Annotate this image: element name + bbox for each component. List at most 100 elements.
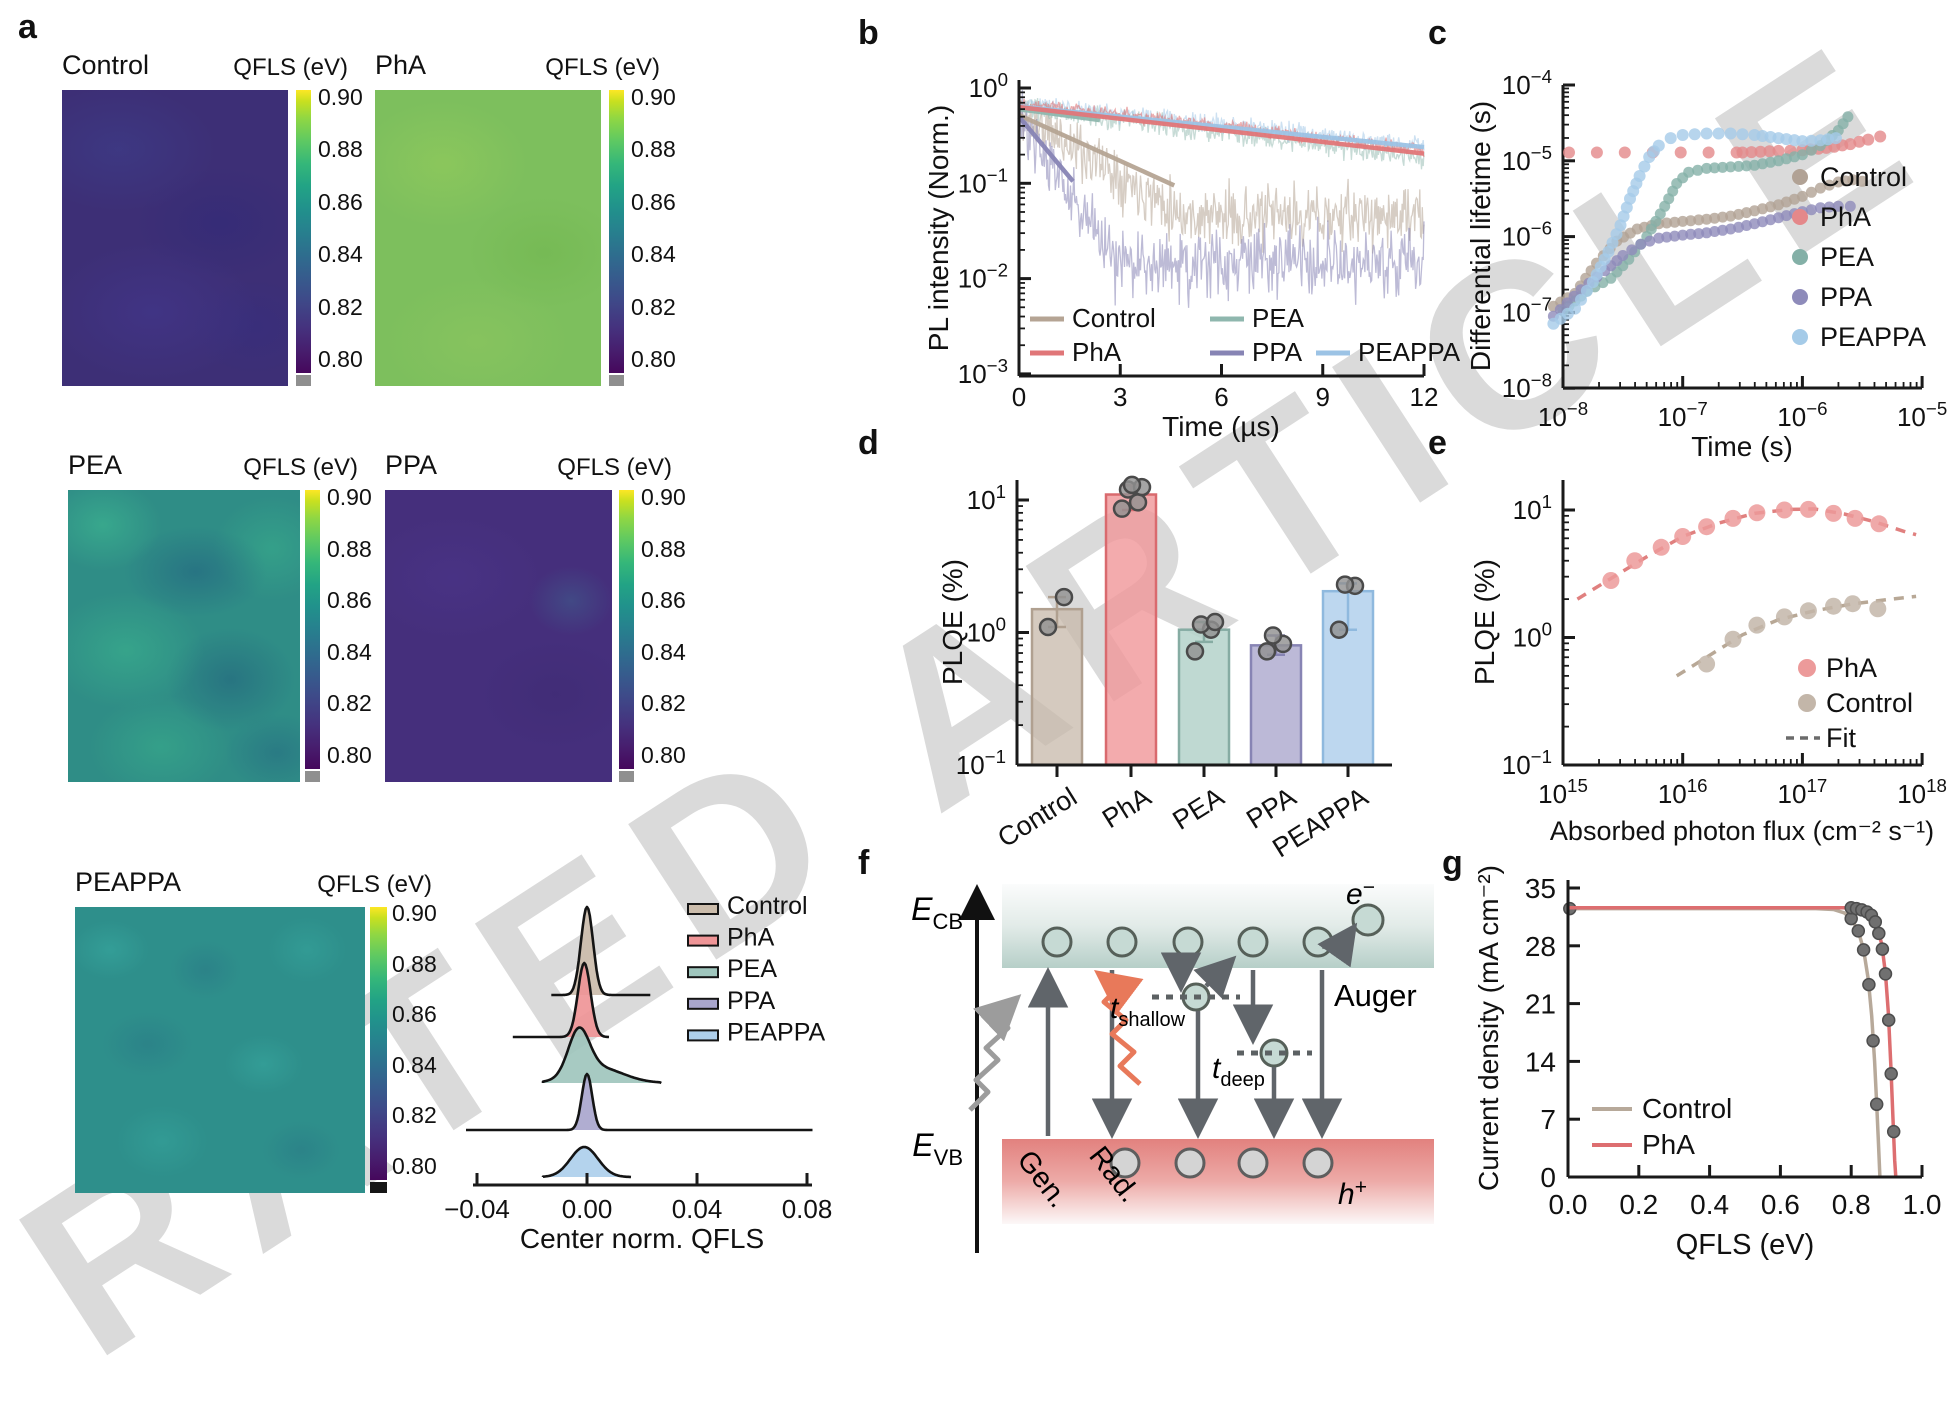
svg-text:0: 0 bbox=[1012, 382, 1026, 412]
svg-text:21: 21 bbox=[1525, 989, 1556, 1020]
svg-text:PEA: PEA bbox=[1252, 303, 1305, 333]
svg-text:1.0: 1.0 bbox=[1903, 1189, 1942, 1220]
svg-text:0.04: 0.04 bbox=[672, 1194, 723, 1224]
transition-arrows bbox=[1027, 922, 1358, 1139]
svg-text:PPA: PPA bbox=[1820, 282, 1872, 312]
colorbar-tick: 0.86 bbox=[318, 188, 363, 215]
svg-text:Control: Control bbox=[1642, 1093, 1732, 1124]
plqe-flux-plot: 1015 1016 1017 1018 101 100 10−1 Absorbed photo… bbox=[1469, 480, 1947, 846]
panel-label-e: e bbox=[1428, 424, 1447, 462]
colorbar-title: QFLS (eV) bbox=[233, 54, 348, 81]
colorbar-tick: 0.86 bbox=[641, 587, 686, 614]
svg-text:1018: 1018 bbox=[1897, 775, 1947, 809]
svg-text:101: 101 bbox=[1513, 491, 1552, 525]
svg-text:12: 12 bbox=[1410, 382, 1439, 412]
hole-label: h+ bbox=[1338, 1176, 1367, 1211]
svg-text:9: 9 bbox=[1316, 382, 1330, 412]
colorbar-tick: 0.82 bbox=[641, 690, 686, 717]
svg-text:PhA: PhA bbox=[1097, 782, 1156, 834]
svg-text:PEAPPA: PEAPPA bbox=[1820, 322, 1926, 352]
colorbar-tick: 0.82 bbox=[318, 293, 363, 320]
svg-text:Fit: Fit bbox=[1826, 723, 1856, 753]
svg-text:10−1: 10−1 bbox=[956, 746, 1006, 780]
svg-text:10−6: 10−6 bbox=[1777, 398, 1827, 432]
colorbar: 0.90 0.88 0.86 0.84 0.82 0.80 bbox=[305, 484, 372, 782]
colorbar-tick: 0.84 bbox=[327, 638, 372, 665]
svg-text:1016: 1016 bbox=[1658, 775, 1708, 809]
svg-text:101: 101 bbox=[967, 481, 1006, 515]
evb-label: EVB bbox=[912, 1127, 963, 1170]
qfls-map-control bbox=[62, 90, 288, 386]
map-title-control: Control bbox=[62, 50, 150, 80]
svg-text:PEAPPA: PEAPPA bbox=[1358, 337, 1461, 367]
t-shallow-label: tshallow bbox=[1110, 992, 1186, 1031]
svg-text:Differential lifetime (s): Differential lifetime (s) bbox=[1465, 101, 1496, 371]
svg-text:Control: Control bbox=[1826, 688, 1913, 718]
colorbar-tick: 0.80 bbox=[631, 346, 676, 372]
colorbar-tick: 0.80 bbox=[392, 1152, 437, 1179]
svg-text:Time (µs): Time (µs) bbox=[1162, 411, 1280, 442]
emitted-photon-icon bbox=[1094, 970, 1144, 1086]
svg-text:35: 35 bbox=[1525, 873, 1556, 904]
svg-text:6: 6 bbox=[1214, 382, 1228, 412]
svg-text:3: 3 bbox=[1113, 382, 1127, 412]
svg-text:Control: Control bbox=[992, 782, 1082, 854]
svg-text:PhA: PhA bbox=[1826, 653, 1877, 683]
pl-decay-plot: 0 3 6 9 12 100 10−1 10−2 10−3 Time (µs) PL intensi… bbox=[923, 69, 1461, 442]
svg-text:Control: Control bbox=[1072, 303, 1156, 333]
svg-text:10−1: 10−1 bbox=[1502, 746, 1552, 780]
colorbar-tick: 0.84 bbox=[392, 1051, 437, 1078]
svg-text:0.0: 0.0 bbox=[1549, 1189, 1588, 1220]
svg-text:10−2: 10−2 bbox=[958, 260, 1008, 294]
map-title-ppa: PPA bbox=[385, 450, 438, 480]
svg-text:PLQE (%): PLQE (%) bbox=[1469, 559, 1500, 685]
panel-label-g: g bbox=[1442, 844, 1463, 882]
svg-text:PEA: PEA bbox=[1167, 782, 1229, 836]
svg-text:0.08: 0.08 bbox=[782, 1194, 833, 1224]
qfls-map-pea bbox=[68, 490, 300, 782]
svg-text:14: 14 bbox=[1525, 1046, 1556, 1077]
map-title-pea: PEA bbox=[68, 450, 123, 480]
colorbar-tick: 0.84 bbox=[641, 638, 686, 665]
svg-text:10−8: 10−8 bbox=[1538, 398, 1588, 432]
colorbar: 0.90 0.88 0.86 0.84 0.82 0.80 bbox=[296, 84, 363, 386]
svg-text:Control: Control bbox=[1820, 162, 1907, 192]
colorbar-tick: 0.88 bbox=[327, 535, 372, 562]
panel-label-d: d bbox=[858, 424, 879, 462]
colorbar-tick: 0.88 bbox=[392, 950, 437, 977]
svg-text:PhA: PhA bbox=[1642, 1129, 1695, 1160]
svg-text:10−7: 10−7 bbox=[1502, 293, 1552, 327]
colorbar-tick: 0.88 bbox=[631, 136, 676, 163]
electron-label: e− bbox=[1346, 876, 1375, 911]
colorbar-tick: 0.80 bbox=[327, 742, 372, 768]
colorbar-tick: 0.82 bbox=[392, 1102, 437, 1128]
svg-text:Time (s): Time (s) bbox=[1691, 431, 1793, 462]
colorbar-tick: 0.90 bbox=[631, 84, 676, 110]
svg-text:100: 100 bbox=[967, 614, 1006, 648]
svg-text:28: 28 bbox=[1525, 931, 1556, 962]
colorbar-title: QFLS (eV) bbox=[243, 454, 358, 481]
colorbar-tick: 0.82 bbox=[327, 690, 372, 717]
svg-text:PEAPPA: PEAPPA bbox=[727, 1018, 826, 1046]
svg-text:1017: 1017 bbox=[1778, 775, 1828, 809]
colorbar-tick: 0.86 bbox=[392, 1001, 437, 1027]
auger-label: Auger bbox=[1334, 978, 1417, 1013]
colorbar-title: QFLS (eV) bbox=[545, 54, 660, 81]
svg-text:0.4: 0.4 bbox=[1690, 1189, 1729, 1220]
colorbar: 0.90 0.88 0.86 0.84 0.82 0.80 bbox=[370, 900, 437, 1193]
ecb-label: ECB bbox=[911, 891, 963, 934]
qfls-map-peappa bbox=[75, 907, 365, 1193]
svg-text:Control: Control bbox=[727, 892, 808, 920]
colorbar-tick: 0.86 bbox=[631, 188, 676, 215]
svg-text:PhA: PhA bbox=[727, 924, 775, 952]
colorbar-tick: 0.86 bbox=[327, 587, 372, 614]
panel-label-c: c bbox=[1428, 14, 1447, 52]
colorbar: 0.90 0.88 0.86 0.84 0.82 0.80 bbox=[609, 84, 676, 386]
svg-text:100: 100 bbox=[969, 69, 1008, 103]
panel-label-b: b bbox=[858, 14, 879, 52]
hole-icons bbox=[1109, 1147, 1334, 1179]
svg-text:10−8: 10−8 bbox=[1502, 369, 1552, 403]
